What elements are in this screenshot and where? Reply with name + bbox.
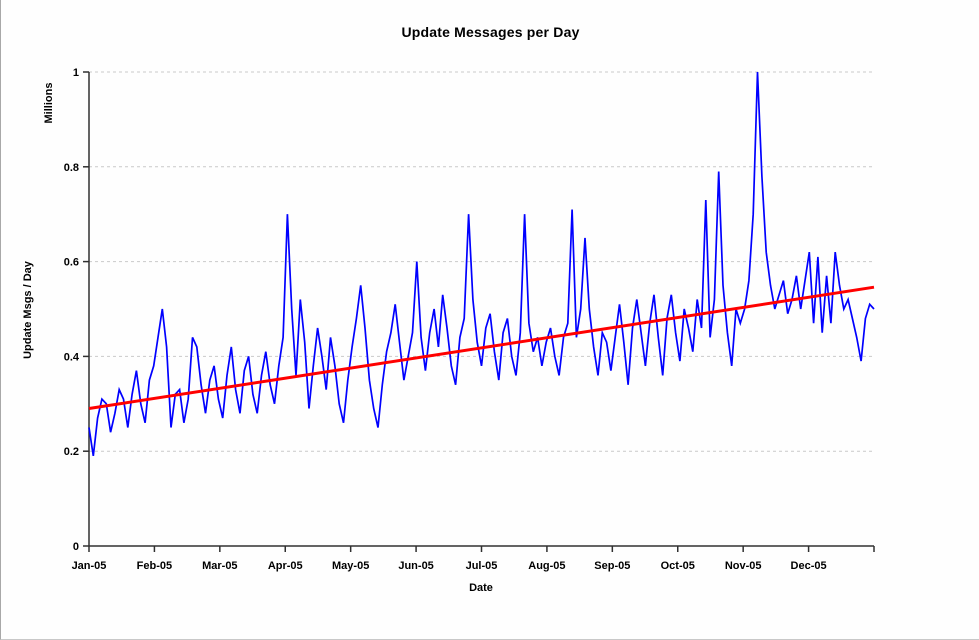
y-tick-label: 1 — [73, 67, 79, 79]
x-tick-label: Jun-05 — [398, 560, 433, 572]
x-tick-label: Mar-05 — [202, 560, 237, 572]
y-tick-label: 0.8 — [64, 162, 79, 174]
y-tick-label: 0.2 — [64, 446, 79, 458]
y-tick-label: 0.6 — [64, 257, 79, 269]
x-tick-label: Apr-05 — [268, 560, 303, 572]
x-tick-label: May-05 — [332, 560, 369, 572]
data-series-line — [88, 71, 875, 457]
x-axis-title: Date — [469, 582, 493, 594]
x-tick-label: Dec-05 — [791, 560, 827, 572]
y-tick-label: 0.4 — [64, 351, 80, 363]
trend-line — [88, 285, 875, 411]
x-tick-label: Jan-05 — [72, 560, 107, 572]
x-tick-label: Sep-05 — [594, 560, 630, 572]
x-tick-label: Aug-05 — [528, 560, 565, 572]
x-tick-label: Feb-05 — [137, 560, 172, 572]
x-tick-label: Nov-05 — [725, 560, 762, 572]
x-tick-label: Jul-05 — [466, 560, 498, 572]
x-tick-label: Oct-05 — [661, 560, 695, 572]
chart-title: Update Messages per Day — [401, 24, 580, 40]
y-tick-label: 0 — [73, 541, 79, 553]
